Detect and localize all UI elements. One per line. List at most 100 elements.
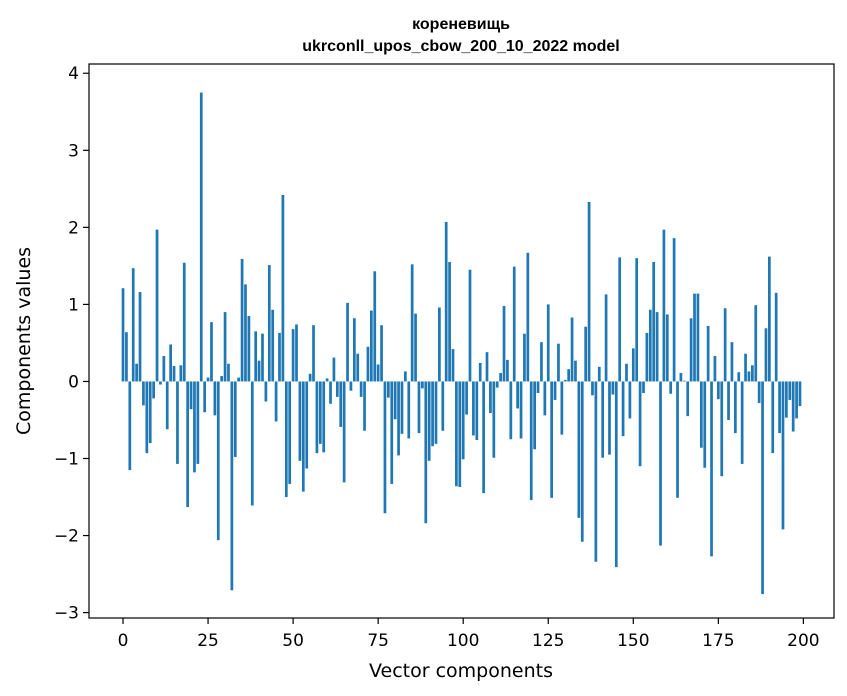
bar [257, 360, 261, 382]
bar [638, 381, 642, 467]
bar [502, 305, 506, 382]
bar [240, 258, 244, 382]
bar [798, 381, 802, 407]
bar [237, 377, 241, 382]
bar [315, 381, 319, 454]
bar [366, 346, 370, 382]
bar [431, 381, 434, 447]
bar [312, 325, 315, 382]
bar [461, 381, 465, 460]
bar [580, 381, 584, 542]
bar [349, 381, 353, 391]
y-tick-label: −3 [54, 604, 79, 624]
bar [247, 315, 251, 382]
bar [148, 381, 152, 444]
bar [757, 381, 761, 404]
bar [778, 381, 781, 434]
bar [427, 381, 431, 461]
bar [165, 381, 169, 430]
bar [121, 288, 125, 382]
bar [519, 381, 523, 439]
bar [686, 381, 690, 417]
bar [288, 381, 292, 484]
bar [570, 317, 574, 382]
bar [193, 381, 196, 473]
bar [308, 373, 312, 382]
x-tick-label: 125 [532, 631, 564, 651]
bar [768, 256, 771, 382]
bar [261, 333, 264, 382]
bar [730, 342, 734, 382]
bar [206, 377, 210, 382]
bar [138, 292, 142, 382]
bar [591, 381, 594, 396]
bar [774, 292, 778, 382]
bar [244, 284, 247, 382]
bar [652, 262, 656, 382]
x-axis-ticks: 0 25 50 75 100 125 150 175 200 [118, 618, 820, 651]
bar [672, 238, 676, 382]
bar [662, 229, 666, 382]
bar [227, 363, 230, 382]
bar [574, 360, 577, 382]
bar [203, 381, 207, 413]
bar [665, 314, 669, 382]
bar [216, 381, 220, 541]
bar [213, 381, 217, 416]
x-tick-label: 75 [367, 631, 389, 651]
bar [560, 381, 564, 435]
bar [441, 381, 445, 431]
bar [142, 381, 145, 406]
bar [608, 381, 611, 455]
bar [199, 92, 203, 382]
bar [448, 262, 451, 382]
bar [733, 381, 737, 434]
bar [710, 381, 713, 557]
bar [723, 308, 727, 382]
bar [791, 381, 795, 432]
bar [468, 269, 472, 382]
bar [764, 328, 768, 382]
bar [635, 258, 639, 382]
bar [223, 312, 227, 382]
bar [679, 372, 683, 382]
bar [152, 381, 155, 399]
x-tick-label: 25 [197, 631, 219, 651]
bar [410, 264, 414, 382]
bar [196, 381, 200, 464]
bar [557, 343, 560, 382]
bar [744, 353, 747, 382]
bar [359, 381, 363, 397]
bar [145, 381, 149, 454]
bar [689, 318, 693, 382]
bar [625, 363, 628, 382]
bar [393, 381, 397, 420]
bar [631, 348, 635, 382]
bar [434, 381, 438, 444]
bar [421, 381, 424, 389]
x-tick-label: 150 [617, 631, 649, 651]
plot-frame [88, 63, 835, 619]
bar [492, 381, 496, 458]
bar [305, 381, 309, 469]
y-axis-label: Components values [13, 247, 35, 435]
bar [618, 257, 622, 382]
bar [642, 381, 645, 394]
bar [706, 325, 710, 382]
bar [301, 381, 305, 492]
bar [601, 381, 605, 458]
bar [526, 252, 530, 382]
bar [387, 381, 390, 398]
bar [438, 307, 441, 382]
bar [250, 381, 254, 506]
bar [614, 381, 618, 568]
bar [611, 381, 615, 395]
bar [376, 364, 380, 382]
bar [404, 371, 407, 382]
y-tick-label: −1 [54, 450, 79, 470]
bar [230, 381, 234, 591]
bar [785, 381, 788, 418]
bar [329, 381, 332, 404]
bar [373, 271, 377, 382]
bar [169, 344, 172, 382]
